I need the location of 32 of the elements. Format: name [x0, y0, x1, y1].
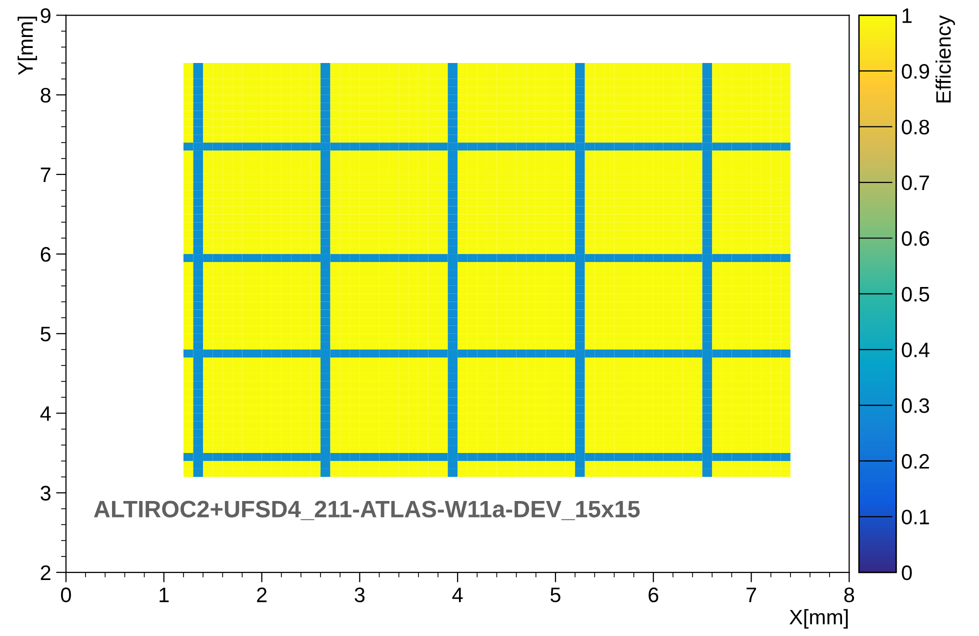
- y-tick-label: 3: [40, 486, 50, 501]
- x-tick-label: 7: [746, 588, 756, 602]
- color-bar-label: 1: [902, 8, 912, 23]
- y-tick-label: 8: [40, 88, 50, 103]
- color-bar-label: 0: [902, 565, 912, 580]
- y-tick-label: 7: [40, 168, 50, 182]
- color-bar-label: 0.4: [902, 342, 930, 358]
- y-axis-title: Y[mm]: [18, 16, 38, 75]
- x-tick-label: 5: [550, 588, 560, 602]
- y-tick-label: 9: [40, 8, 50, 24]
- annotation: ALTIROC2+UFSD4_211-ATLAS-W11a-DEV_15x15: [94, 500, 640, 520]
- color-bar-label: 0.7: [902, 175, 929, 190]
- color-bar-label: 0.9: [902, 64, 930, 79]
- y-tick-label: 2: [40, 565, 50, 580]
- color-bar-label: 0.2: [902, 454, 929, 469]
- color-bar-label: 0.1: [902, 510, 929, 524]
- x-tick-label: 6: [648, 588, 658, 602]
- color-bar-label: 0.6: [902, 231, 930, 246]
- x-tick-label: 1: [160, 588, 169, 602]
- x-tick-label: 4: [452, 588, 463, 602]
- x-tick-label: 8: [844, 588, 854, 602]
- x-axis-title: X[mm]: [789, 609, 848, 629]
- y-tick-label: 4: [40, 406, 51, 421]
- x-tick-label: 2: [257, 588, 267, 602]
- x-tick-label: 3: [354, 588, 365, 602]
- y-tick-label: 5: [40, 326, 51, 342]
- color-bar-label: 0.5: [902, 286, 930, 302]
- y-tick-label: 6: [40, 247, 50, 262]
- x-tick-label: 0: [61, 588, 71, 602]
- color-bar-title: Efficiency: [936, 15, 955, 102]
- color-bar-label: 0.3: [902, 398, 930, 414]
- color-bar-label: 0.8: [902, 120, 930, 134]
